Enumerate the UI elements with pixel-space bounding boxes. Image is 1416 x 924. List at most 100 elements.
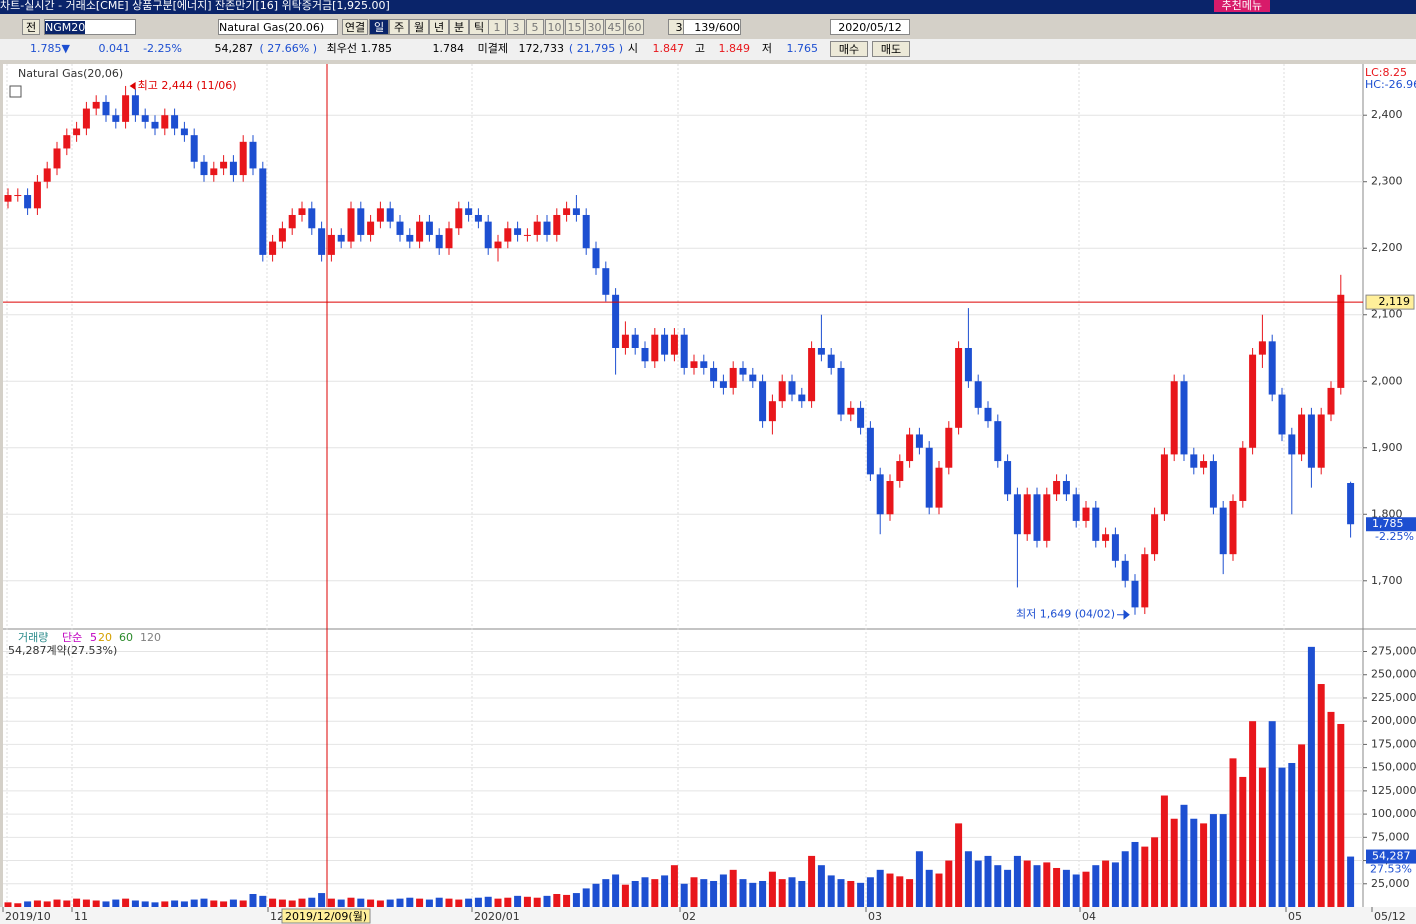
volume-bar — [1043, 862, 1051, 907]
candle-body — [102, 101, 110, 116]
candle-body — [1072, 494, 1080, 521]
volume-bar — [14, 903, 22, 907]
candle-body — [1347, 483, 1355, 525]
candle-body — [171, 115, 179, 129]
title-bar: 차트-실시간 - 거래소[CME] 상품구분[에너지] 잔존만기[16] 위탁증… — [0, 0, 1416, 14]
minute-button[interactable]: 1 — [488, 19, 506, 35]
code-input[interactable]: NGM20 — [44, 19, 136, 35]
quote-item: 1.847 — [652, 42, 685, 55]
candle-body — [151, 121, 159, 129]
y-tick-label: 1,800 — [1371, 507, 1403, 520]
quote-item: 고 — [694, 42, 705, 55]
volume-bar — [1180, 804, 1188, 907]
minute-button[interactable]: 45 — [605, 19, 624, 35]
volume-bar — [278, 899, 286, 907]
candle-body — [719, 381, 727, 388]
volume-bar — [1062, 869, 1070, 907]
volume-bar — [1141, 846, 1149, 907]
candle-body — [690, 361, 698, 368]
x-tick-label: 03 — [868, 910, 882, 923]
minute-button[interactable]: 10 — [545, 19, 564, 35]
candle-body — [1239, 447, 1247, 501]
candle-body — [1023, 494, 1031, 535]
period-button[interactable]: 년 — [429, 19, 449, 35]
volume-bar — [298, 898, 306, 907]
volume-title: 거래량 — [18, 631, 48, 644]
candle-body — [1229, 500, 1237, 555]
volume-bar — [1023, 860, 1031, 907]
candle-body — [504, 228, 512, 242]
volume-bar — [455, 899, 463, 907]
candle-body — [43, 168, 51, 182]
y-tick-label: 2,300 — [1371, 175, 1403, 188]
quote-item: 미결제 — [477, 42, 508, 55]
candle-body — [974, 381, 982, 408]
volume-bar — [151, 902, 159, 907]
period-button[interactable]: 틱 — [469, 19, 489, 35]
crosshair-box — [1365, 294, 1415, 310]
toolbar: 전 NGM20 Natural Gas(20.06) 3 139/600 202… — [0, 17, 1416, 38]
minute-button[interactable]: 60 — [625, 19, 644, 35]
candle-body — [416, 221, 424, 242]
candle-body — [553, 214, 561, 235]
minute-button[interactable]: 15 — [565, 19, 584, 35]
minute-button[interactable]: 3 — [507, 19, 525, 35]
count-box[interactable]: 139/600 — [683, 19, 741, 35]
candle-body — [582, 214, 590, 249]
period-button[interactable]: 일 — [369, 19, 389, 35]
candle-body — [955, 347, 963, 428]
y-tick-label: 150,000 — [1371, 761, 1416, 774]
volume-bar — [171, 900, 179, 907]
code: NGM20 — [45, 21, 86, 34]
candle-body — [367, 221, 375, 235]
volume-bar — [180, 901, 188, 907]
candle-body — [514, 228, 522, 235]
candle-body — [945, 427, 953, 468]
volume-bar — [327, 898, 335, 907]
recommend-menu[interactable]: 추천메뉴 — [1213, 0, 1270, 12]
volume-bar — [1307, 646, 1315, 907]
sell-button[interactable]: 매도 — [872, 41, 910, 57]
volume-bar — [269, 898, 277, 907]
period-button[interactable]: 월 — [409, 19, 429, 35]
volume-bar — [1160, 795, 1168, 907]
volume-bar — [1249, 721, 1257, 907]
buy-button[interactable]: 매수 — [830, 41, 868, 57]
candle-body — [876, 474, 884, 515]
volume-bar — [710, 880, 718, 907]
quote-item: 54,287 — [214, 42, 254, 55]
full-button[interactable]: 전 — [22, 19, 40, 35]
volume-bar — [141, 901, 149, 907]
period-button[interactable]: 분 — [449, 19, 469, 35]
candle-body — [631, 334, 639, 348]
volume-bar — [582, 888, 590, 907]
y-tick-label: 1,900 — [1371, 441, 1403, 454]
volume-bar — [719, 874, 727, 907]
date[interactable]: 2020/05/12 — [830, 19, 910, 35]
volume-bar — [964, 851, 972, 907]
volume-bar — [602, 879, 610, 907]
candle-body — [994, 421, 1002, 462]
date-highlight — [281, 908, 371, 924]
minute-button[interactable]: 30 — [585, 19, 604, 35]
candle-body — [386, 208, 394, 222]
quote-item: 1.849 — [718, 42, 751, 55]
candle-body — [92, 101, 100, 109]
minute-button[interactable]: 5 — [526, 19, 544, 35]
candle-body — [1151, 514, 1159, 555]
candle-body — [33, 181, 41, 209]
candle-body — [1111, 534, 1119, 561]
volume-bar — [612, 874, 620, 907]
candle-body — [278, 228, 286, 242]
quote-item: ( 21,795 ) — [568, 42, 623, 55]
volume-bar — [1131, 841, 1139, 907]
volume-bar — [376, 900, 384, 907]
candle-body — [200, 161, 208, 176]
period-button[interactable]: 주 — [389, 19, 409, 35]
period-button[interactable]: 연결 — [342, 19, 368, 35]
volume-bar — [1317, 684, 1325, 907]
volume-bar — [1013, 855, 1021, 907]
volume-bar — [1072, 874, 1080, 907]
candle-body — [1121, 560, 1129, 581]
volume-bar — [1190, 818, 1198, 907]
